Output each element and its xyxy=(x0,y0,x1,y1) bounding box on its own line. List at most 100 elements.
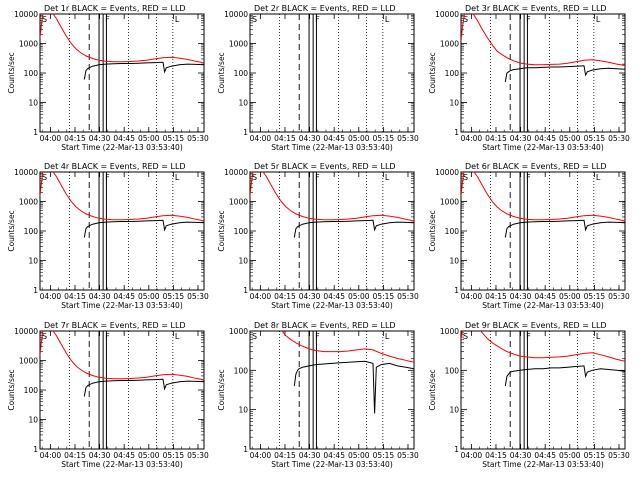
black-events-series xyxy=(293,360,414,414)
y-tick-label: 10000 xyxy=(435,168,459,177)
plot-title: Det 7r BLACK = Events, RED = LLD xyxy=(44,321,186,330)
corner-label-f: F xyxy=(315,332,320,341)
subplot-det-8r: Det 8r BLACK = Events, RED = LLD S F L 1 10 10… xyxy=(217,321,419,469)
corner-label-f: F xyxy=(105,173,110,182)
corner-label-f: F xyxy=(315,173,320,182)
x-tick-label: 04:45 xyxy=(113,451,135,460)
black-events-series xyxy=(293,219,414,238)
red-lld-series xyxy=(461,331,625,362)
x-tick-label: 04:30 xyxy=(89,292,111,301)
x-tick-label: 05:15 xyxy=(163,292,185,301)
x-tick-label: 04:00 xyxy=(250,451,272,460)
plot-title: Det 5r BLACK = Events, RED = LLD xyxy=(254,162,396,171)
y-tick-label: 100 xyxy=(24,227,39,236)
plot-frame xyxy=(460,13,626,133)
y-tick-label: 10000 xyxy=(224,168,248,177)
x-tick-label: 04:00 xyxy=(461,134,483,143)
red-lld-series xyxy=(461,14,625,66)
red-lld-series xyxy=(40,172,204,222)
plot-frame xyxy=(249,171,415,291)
y-tick-label: 1000 xyxy=(229,198,248,207)
x-tick-label: 05:30 xyxy=(397,451,419,460)
x-tick-label: 05:15 xyxy=(373,134,395,143)
y-tick-label: 100 xyxy=(234,366,249,375)
y-tick-label: 1 xyxy=(454,128,459,137)
x-tick-label: 05:15 xyxy=(584,134,606,143)
x-tick-label: 04:30 xyxy=(510,134,532,143)
black-events-series xyxy=(504,65,625,82)
x-tick-label: 04:30 xyxy=(299,292,321,301)
x-tick-label: 04:15 xyxy=(485,292,507,301)
corner-label-s: S xyxy=(463,332,468,341)
plot-title: Det 1r BLACK = Events, RED = LLD xyxy=(44,4,186,13)
plot-frame xyxy=(460,330,626,450)
x-tick-label: 04:00 xyxy=(40,134,62,143)
x-axis-label: Start Time (22-Mar-13 03:53:40) xyxy=(482,460,604,469)
corner-label-l: L xyxy=(385,173,390,182)
corner-label-s: S xyxy=(252,332,257,341)
corner-label-l: L xyxy=(175,332,180,341)
x-tick-label: 04:15 xyxy=(274,451,296,460)
y-tick-label: 100 xyxy=(445,366,460,375)
x-tick-label: 04:45 xyxy=(323,292,345,301)
x-tick-label: 04:00 xyxy=(461,292,483,301)
corner-label-f: F xyxy=(526,332,531,341)
y-axis-label: Counts/sec xyxy=(428,369,437,410)
corner-label-f: F xyxy=(315,15,320,24)
corner-label-f: F xyxy=(526,173,531,182)
y-axis-label: Counts/sec xyxy=(217,369,226,410)
corner-label-s: S xyxy=(252,173,257,182)
x-tick-label: 05:30 xyxy=(397,292,419,301)
x-tick-label: 05:15 xyxy=(163,451,185,460)
corner-label-l: L xyxy=(175,173,180,182)
corner-label-f: F xyxy=(526,15,531,24)
x-tick-label: 05:00 xyxy=(348,451,370,460)
corner-label-l: L xyxy=(385,15,390,24)
y-tick-label: 10 xyxy=(28,257,38,266)
x-tick-label: 04:00 xyxy=(40,451,62,460)
x-axis-label: Start Time (22-Mar-13 03:53:40) xyxy=(271,460,393,469)
black-events-series xyxy=(504,219,625,238)
y-tick-label: 1000 xyxy=(19,357,38,366)
y-tick-label: 1 xyxy=(243,445,248,454)
x-tick-label: 04:15 xyxy=(64,451,86,460)
subplot-det-4r: Det 4r BLACK = Events, RED = LLD S F L 1 10 10… xyxy=(7,162,209,310)
corner-label-s: S xyxy=(252,15,257,24)
x-axis-label: Start Time (22-Mar-13 03:53:40) xyxy=(61,301,183,310)
corner-label-s: S xyxy=(463,15,468,24)
y-tick-label: 10 xyxy=(238,406,248,415)
subplot-det-3r: Det 3r BLACK = Events, RED = LLD S F L 1 10 10… xyxy=(428,4,630,152)
corner-label-l: L xyxy=(596,15,601,24)
y-axis-label: Counts/sec xyxy=(428,210,437,251)
plot-frame xyxy=(39,13,205,133)
y-tick-label: 1000 xyxy=(440,198,459,207)
corner-label-f: F xyxy=(105,15,110,24)
x-axis-label: Start Time (22-Mar-13 03:53:40) xyxy=(271,301,393,310)
x-tick-label: 04:45 xyxy=(323,134,345,143)
y-tick-label: 10 xyxy=(238,257,248,266)
black-events-series xyxy=(83,61,204,80)
y-tick-label: 1 xyxy=(33,128,38,137)
x-tick-label: 04:45 xyxy=(323,451,345,460)
red-lld-series xyxy=(461,172,625,222)
subplot-det-7r: Det 7r BLACK = Events, RED = LLD S F L 1 10 10… xyxy=(7,321,209,469)
x-axis-label: Start Time (22-Mar-13 03:53:40) xyxy=(482,143,604,152)
x-axis-label: Start Time (22-Mar-13 03:53:40) xyxy=(61,143,183,152)
y-tick-label: 1000 xyxy=(440,327,459,336)
subplot-det-6r: Det 6r BLACK = Events, RED = LLD S F L 1 10 10… xyxy=(428,162,630,310)
y-tick-label: 10000 xyxy=(435,10,459,19)
subplot-det-5r: Det 5r BLACK = Events, RED = LLD S F L 1 10 10… xyxy=(217,162,419,310)
plot-title: Det 4r BLACK = Events, RED = LLD xyxy=(44,162,186,171)
y-tick-label: 10000 xyxy=(14,10,38,19)
y-tick-label: 10 xyxy=(28,99,38,108)
x-tick-label: 05:30 xyxy=(187,451,209,460)
x-tick-label: 04:45 xyxy=(113,292,135,301)
x-tick-label: 04:30 xyxy=(510,292,532,301)
plot-frame xyxy=(39,171,205,291)
corner-label-s: S xyxy=(463,173,468,182)
plot-title: Det 8r BLACK = Events, RED = LLD xyxy=(254,321,396,330)
y-axis-label: Counts/sec xyxy=(7,210,16,251)
plot-frame xyxy=(249,13,415,133)
y-tick-label: 1 xyxy=(243,128,248,137)
y-tick-label: 10 xyxy=(238,99,248,108)
